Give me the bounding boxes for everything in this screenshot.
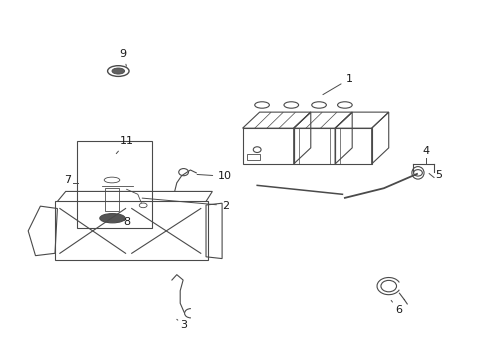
Text: 6: 6 (391, 300, 402, 315)
Text: 4: 4 (423, 146, 430, 156)
Bar (105, 188, 119, 211)
Bar (77, 141, 152, 228)
Bar (55, 202, 208, 260)
Text: 9: 9 (120, 49, 127, 66)
Text: 7: 7 (65, 175, 72, 185)
Ellipse shape (100, 213, 125, 223)
Text: 3: 3 (177, 319, 188, 330)
Text: 5: 5 (436, 170, 442, 180)
Text: 11: 11 (116, 136, 134, 154)
Text: 2: 2 (142, 198, 229, 211)
Bar (247, 154, 260, 160)
Bar (335, 128, 372, 164)
Text: 8: 8 (123, 217, 131, 228)
Ellipse shape (112, 68, 124, 74)
Text: 1: 1 (323, 74, 353, 95)
Text: 10: 10 (197, 171, 232, 181)
Bar (243, 128, 294, 164)
Bar (294, 128, 335, 164)
